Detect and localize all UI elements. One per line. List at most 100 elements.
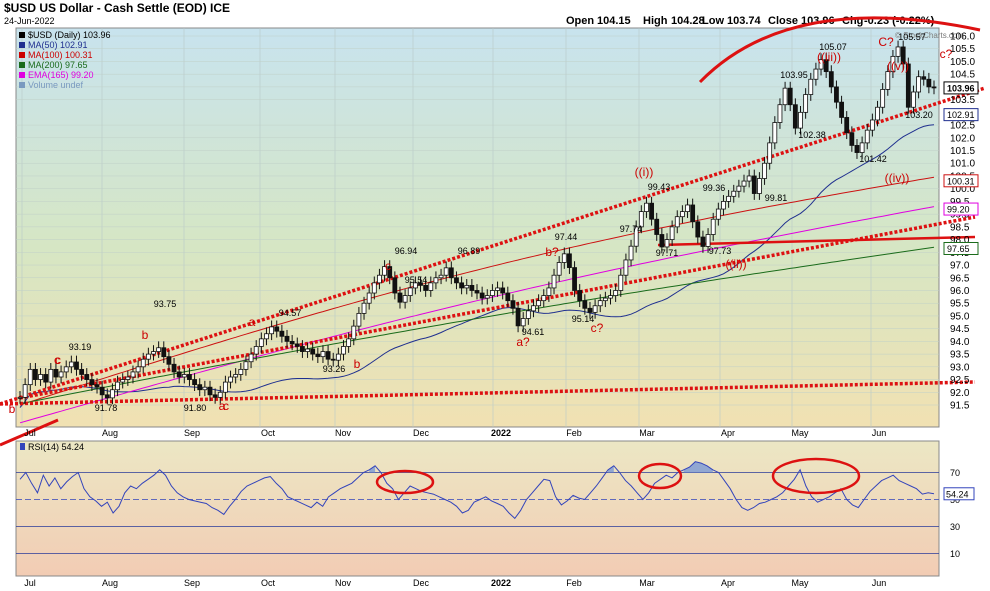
- price-bar-body: [469, 284, 475, 291]
- price-bar-body: [582, 300, 588, 309]
- price-bar-body: [597, 300, 603, 307]
- price-point-label: 99.43: [648, 182, 671, 192]
- price-bar-body: [423, 284, 429, 291]
- y-tick-label: 101.5: [950, 146, 975, 157]
- y-tick-label: 105.0: [950, 57, 975, 68]
- price-bar-body: [644, 202, 649, 212]
- price-bar-body: [741, 180, 747, 187]
- price-bar-body: [181, 374, 187, 378]
- wave-label: a?: [516, 335, 530, 349]
- top-arc: [698, 16, 981, 84]
- price-point-label: 105.57: [898, 32, 926, 42]
- price-bar-body: [921, 76, 927, 80]
- right-axis-value-labels: 103.96 102.91 100.31 99.20 97.65: [943, 81, 979, 255]
- x-tick-label: Dec: [413, 428, 430, 438]
- y-tick-label: 95.5: [950, 299, 970, 310]
- legend-swatch: [19, 52, 25, 58]
- price-bar-body: [248, 353, 254, 363]
- price-bars: [17, 40, 937, 405]
- price-bar-body: [356, 312, 362, 327]
- wave-label: b: [354, 357, 361, 371]
- wave-label: C?: [878, 35, 894, 49]
- price-bar-body: [361, 302, 367, 314]
- price-bar-body: [808, 78, 814, 95]
- price-bar-body: [633, 226, 639, 247]
- price-bar-body: [228, 376, 233, 383]
- right-axis-label-box: [943, 81, 979, 95]
- price-bar-body: [202, 386, 208, 391]
- price-bar-body: [510, 300, 516, 309]
- rsi-x-tick-label: Aug: [102, 578, 118, 588]
- price-bar-body: [161, 347, 167, 358]
- price-bar-body: [33, 368, 38, 380]
- price-bar-body: [407, 287, 413, 296]
- right-axis-label-box: [943, 108, 979, 122]
- y-tick-label: 104.5: [950, 70, 975, 81]
- price-bar-body: [115, 381, 120, 391]
- x-tick-label: Nov: [335, 428, 352, 438]
- rsi-x-tick-label: Nov: [335, 578, 352, 588]
- price-bar-body: [274, 326, 280, 332]
- price-bar-body: [428, 282, 434, 291]
- price-bar-body: [916, 76, 921, 93]
- high-label: High: [643, 15, 668, 27]
- price-bar-body: [197, 384, 203, 391]
- x-tick-label: Apr: [721, 428, 735, 438]
- price-bar-body: [762, 162, 767, 179]
- price-bar-body: [520, 318, 526, 327]
- open-label: Open: [566, 15, 594, 27]
- y-tick-label: 106.0: [950, 32, 975, 43]
- price-bar-body: [900, 46, 906, 65]
- price-bar-body: [654, 218, 660, 235]
- price-bar-body: [222, 381, 228, 393]
- price-bar-body: [300, 346, 305, 352]
- price-bar-body: [330, 358, 336, 361]
- price-bar-body: [911, 91, 916, 108]
- price-bar-body: [556, 262, 562, 276]
- price-bar-body: [736, 185, 742, 192]
- price-bar-body: [849, 132, 855, 146]
- y-tick-label: 92.0: [950, 388, 970, 399]
- price-bar-body: [351, 325, 357, 340]
- price-point-label: 94.61: [522, 327, 545, 337]
- wave-label: b: [9, 402, 16, 416]
- wave-label: c: [223, 399, 229, 413]
- price-bar-body: [715, 208, 721, 220]
- price-bar-body: [89, 379, 95, 386]
- price-bar-body: [659, 234, 665, 248]
- price-bar-body: [187, 374, 192, 380]
- moving-averages: [19, 124, 935, 424]
- wave-labels: cbacbca?b?c?((i))((ii))((iii))((iv))((v)…: [9, 35, 953, 416]
- y-tick-label: 101.0: [950, 159, 975, 170]
- price-bar-body: [120, 379, 126, 383]
- price-bar-body: [418, 282, 423, 286]
- price-point-label: 94.57: [279, 308, 302, 318]
- low-label: Low: [702, 15, 724, 27]
- wave-label: a: [219, 399, 226, 413]
- y-tick-label: 93.0: [950, 362, 970, 373]
- price-bar-body: [17, 396, 23, 399]
- wave-label: ((iii)): [817, 50, 841, 64]
- price-bar-body: [412, 282, 418, 289]
- price-bar-body: [495, 287, 500, 291]
- rsi-legend-label: RSI(14) 54.24: [28, 442, 84, 452]
- legend-label: MA(50) 102.91: [28, 40, 88, 50]
- rsi-circle-mar: [637, 462, 683, 490]
- price-point-label: 96.89: [458, 246, 481, 256]
- ema165-line: [19, 206, 935, 424]
- price-point-label: 97.73: [709, 246, 732, 256]
- price-bar-body: [454, 277, 459, 284]
- price-bar-body: [264, 333, 269, 340]
- x-tick-label: Jul: [24, 428, 36, 438]
- price-bar-body: [839, 101, 844, 118]
- price-bar-body: [58, 371, 64, 378]
- y-tick-label: 94.5: [950, 324, 970, 335]
- rsi-x-tick-label: 2022: [491, 578, 511, 588]
- price-bar-body: [664, 239, 670, 248]
- price-bar-body: [782, 87, 788, 106]
- rsi-x-tick-label: Oct: [261, 578, 276, 588]
- right-axis-label-text: 100.31: [947, 176, 975, 186]
- price-point-label: 102.38: [798, 130, 826, 140]
